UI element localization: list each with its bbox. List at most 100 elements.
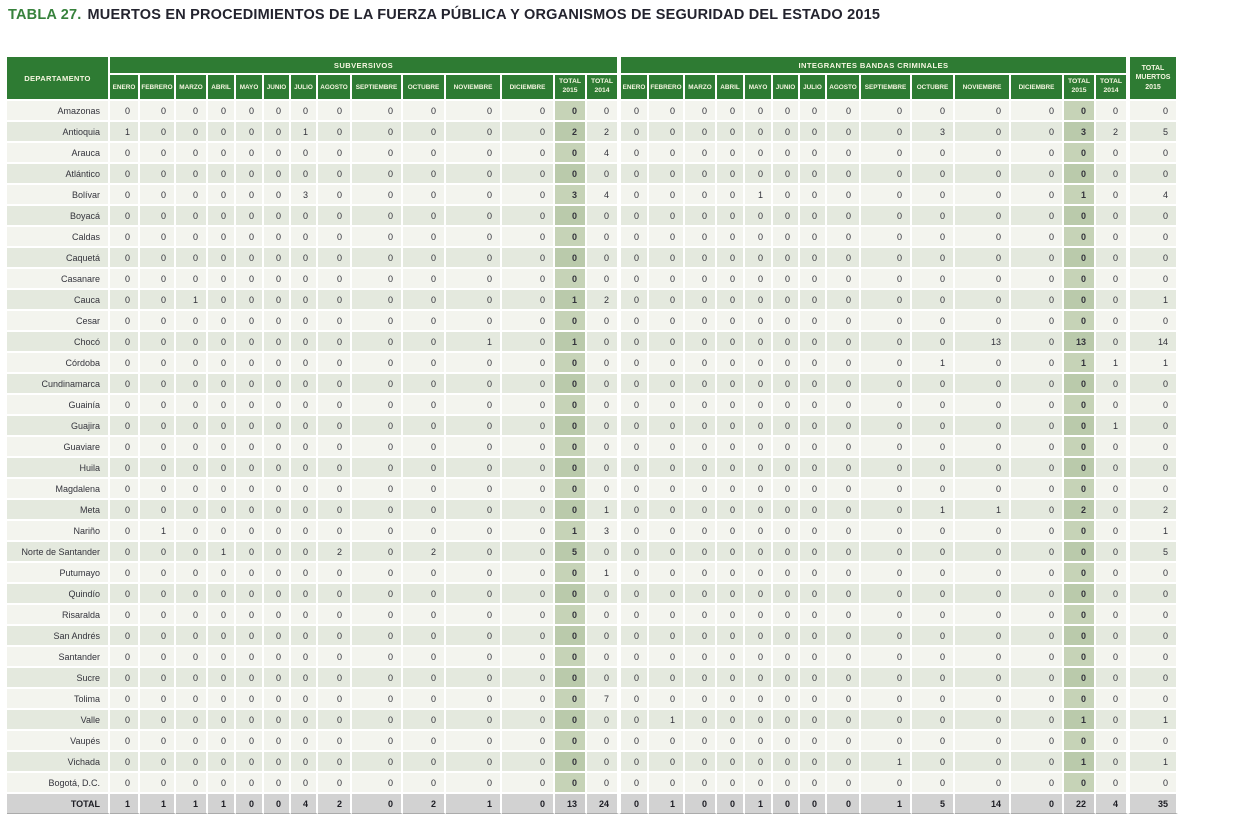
ban-month-value-cell: 0 bbox=[717, 248, 745, 269]
ban-month-value-cell: 0 bbox=[717, 563, 745, 584]
table-row: Bogotá, D.C. 0 0 0 0 0 0 0 0 0 0 0 0 0 0 0 0 0 0 0 0 0 0 0 0 0 0 0 0… bbox=[7, 773, 1178, 794]
sub-total-2015-cell: 0 bbox=[555, 269, 587, 290]
sub-month-value-cell: 0 bbox=[403, 227, 446, 248]
sub-month-value-cell: 0 bbox=[318, 164, 352, 185]
sub-month-value-cell: 0 bbox=[110, 227, 140, 248]
table-row: Casanare 0 0 0 0 0 0 0 0 0 0 0 0 0 0 0 0 0 0 0 0 0 0 0 0 0 0 0 0 0 bbox=[7, 269, 1178, 290]
sub-month-value-cell: 0 bbox=[352, 542, 403, 563]
ban-month-value-cell: 0 bbox=[861, 185, 912, 206]
sub-month-value-cell: 0 bbox=[318, 458, 352, 479]
ban-month-value-cell: 0 bbox=[649, 773, 685, 794]
sub-total-2015-cell: 0 bbox=[555, 395, 587, 416]
sub-month-value-cell: 0 bbox=[208, 164, 236, 185]
total-muertos-cell: 0 bbox=[1128, 584, 1178, 605]
total-muertos-cell: 35 bbox=[1128, 794, 1178, 814]
sub-total-2014-cell: 4 bbox=[587, 143, 619, 164]
sub-month-value-cell: 0 bbox=[140, 605, 176, 626]
sub-month-value-cell: 0 bbox=[318, 227, 352, 248]
ban-month-value-cell: 0 bbox=[861, 332, 912, 353]
ban-month-value-cell: 0 bbox=[861, 731, 912, 752]
sub-month-value-cell: 0 bbox=[352, 731, 403, 752]
ban-month-value-cell: 0 bbox=[827, 752, 861, 773]
ban-month-value-cell: 0 bbox=[685, 647, 717, 668]
sub-month-value-cell: 0 bbox=[446, 458, 502, 479]
ban-month-value-cell: 0 bbox=[955, 374, 1011, 395]
ban-month-value-cell: 0 bbox=[955, 143, 1011, 164]
sub-month-value-cell: 0 bbox=[403, 584, 446, 605]
ban-month-value-cell: 0 bbox=[912, 773, 955, 794]
sub-month-value-cell: 0 bbox=[110, 374, 140, 395]
ban-total-2014-cell: 0 bbox=[1096, 500, 1128, 521]
ban-total-2014-cell: 0 bbox=[1096, 290, 1128, 311]
ban-month-value-cell: 0 bbox=[685, 374, 717, 395]
sub-total-2015-cell: 0 bbox=[555, 563, 587, 584]
sub-total-2014-cell: 24 bbox=[587, 794, 619, 814]
ban-month-value-cell: 0 bbox=[1011, 731, 1064, 752]
ban-month-value-cell: 0 bbox=[955, 311, 1011, 332]
sub-month-value-cell: 0 bbox=[236, 269, 264, 290]
sub-month-value-cell: 0 bbox=[264, 101, 291, 122]
sub-month-value-cell: 0 bbox=[236, 773, 264, 794]
total-2015-header-subversivos: TOTAL 2015 bbox=[555, 75, 587, 101]
month-header-subversivos-febrero: FEBRERO bbox=[140, 75, 176, 101]
sub-month-value-cell: 0 bbox=[403, 269, 446, 290]
ban-month-value-cell: 0 bbox=[619, 500, 649, 521]
ban-total-2015-cell: 0 bbox=[1064, 206, 1096, 227]
total-muertos-cell: 0 bbox=[1128, 311, 1178, 332]
ban-month-value-cell: 0 bbox=[861, 563, 912, 584]
ban-total-2015-cell: 0 bbox=[1064, 311, 1096, 332]
ban-month-value-cell: 0 bbox=[717, 458, 745, 479]
sub-month-value-cell: 0 bbox=[318, 206, 352, 227]
ban-month-value-cell: 0 bbox=[745, 626, 773, 647]
sub-month-value-cell: 0 bbox=[140, 122, 176, 143]
sub-month-value-cell: 0 bbox=[176, 395, 208, 416]
ban-month-value-cell: 0 bbox=[912, 101, 955, 122]
ban-total-2015-cell: 0 bbox=[1064, 773, 1096, 794]
sub-month-value-cell: 0 bbox=[291, 710, 318, 731]
sub-month-value-cell: 0 bbox=[140, 773, 176, 794]
ban-month-value-cell: 0 bbox=[649, 626, 685, 647]
sub-month-value-cell: 0 bbox=[318, 122, 352, 143]
ban-month-value-cell: 0 bbox=[912, 332, 955, 353]
sub-total-2015-cell: 0 bbox=[555, 248, 587, 269]
table-number-label: TABLA 27. bbox=[8, 7, 82, 23]
ban-month-value-cell: 0 bbox=[649, 164, 685, 185]
ban-total-2015-cell: 0 bbox=[1064, 479, 1096, 500]
ban-month-value-cell: 0 bbox=[717, 437, 745, 458]
department-cell: Tolima bbox=[7, 689, 110, 710]
sub-month-value-cell: 0 bbox=[176, 458, 208, 479]
ban-total-2014-cell: 0 bbox=[1096, 752, 1128, 773]
sub-month-value-cell: 0 bbox=[352, 248, 403, 269]
ban-month-value-cell: 1 bbox=[745, 794, 773, 814]
ban-month-value-cell: 0 bbox=[861, 500, 912, 521]
sub-month-value-cell: 0 bbox=[140, 374, 176, 395]
sub-month-value-cell: 0 bbox=[176, 437, 208, 458]
ban-month-value-cell: 0 bbox=[773, 206, 800, 227]
sub-month-value-cell: 0 bbox=[446, 542, 502, 563]
sub-month-value-cell: 0 bbox=[176, 185, 208, 206]
sub-month-value-cell: 0 bbox=[140, 206, 176, 227]
sub-month-value-cell: 0 bbox=[110, 206, 140, 227]
ban-month-value-cell: 0 bbox=[861, 164, 912, 185]
sub-total-2014-cell: 0 bbox=[587, 773, 619, 794]
table-row: Nariño 0 1 0 0 0 0 0 0 0 0 0 0 1 3 0 0 0 0 0 0 0 0 0 0 0 0 0 0 1 bbox=[7, 521, 1178, 542]
ban-month-value-cell: 0 bbox=[717, 584, 745, 605]
sub-month-value-cell: 0 bbox=[176, 374, 208, 395]
ban-month-value-cell: 0 bbox=[800, 542, 827, 563]
sub-total-2015-cell: 0 bbox=[555, 353, 587, 374]
ban-month-value-cell: 0 bbox=[745, 584, 773, 605]
sub-month-value-cell: 0 bbox=[502, 500, 555, 521]
sub-month-value-cell: 0 bbox=[502, 773, 555, 794]
sub-month-value-cell: 0 bbox=[176, 269, 208, 290]
ban-month-value-cell: 0 bbox=[773, 458, 800, 479]
sub-month-value-cell: 0 bbox=[502, 185, 555, 206]
sub-month-value-cell: 0 bbox=[403, 500, 446, 521]
sub-month-value-cell: 0 bbox=[208, 773, 236, 794]
department-cell: Antioquia bbox=[7, 122, 110, 143]
sub-month-value-cell: 0 bbox=[208, 563, 236, 584]
sub-total-2015-cell: 0 bbox=[555, 164, 587, 185]
ban-month-value-cell: 0 bbox=[649, 227, 685, 248]
sub-month-value-cell: 1 bbox=[176, 794, 208, 814]
sub-month-value-cell: 0 bbox=[352, 311, 403, 332]
sub-month-value-cell: 0 bbox=[140, 731, 176, 752]
